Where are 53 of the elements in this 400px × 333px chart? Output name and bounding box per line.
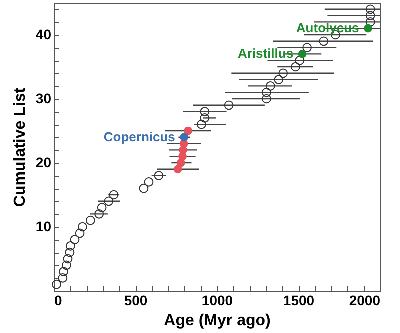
point [66, 242, 76, 251]
y-tick-label: 30 [36, 90, 52, 106]
x-tick-label: 1500 [283, 292, 315, 308]
point [295, 56, 305, 66]
y-tick-label: 40 [36, 26, 52, 42]
x-tick-label: 0 [54, 292, 62, 308]
point [298, 50, 307, 58]
point [86, 216, 96, 226]
point [65, 248, 75, 258]
point [52, 280, 62, 290]
series-label: Copernicus [104, 129, 176, 144]
point [274, 75, 284, 84]
point [200, 114, 210, 123]
point [180, 133, 189, 142]
y-tick-label: 10 [36, 218, 52, 234]
point [319, 36, 329, 46]
point [184, 126, 192, 136]
point [278, 68, 288, 78]
x-tick-label: 2000 [349, 292, 381, 308]
point [200, 107, 210, 116]
x-tick-label: 1000 [202, 292, 234, 308]
point [364, 24, 372, 33]
x-tick-label: 500 [124, 292, 148, 308]
point [366, 18, 376, 27]
point [59, 267, 68, 276]
point [97, 203, 107, 212]
point [75, 228, 85, 238]
point [144, 178, 154, 187]
series-label: Aristillus [238, 46, 294, 62]
point [109, 190, 119, 200]
point [63, 254, 73, 264]
point [58, 274, 68, 283]
point [139, 184, 149, 194]
point [174, 165, 182, 174]
point [224, 100, 234, 110]
y-tick-label: 20 [36, 154, 52, 170]
point [62, 260, 72, 270]
point [154, 171, 164, 180]
x-axis-title: Age (Myr ago) [164, 312, 271, 330]
point [366, 4, 376, 14]
y-axis-title: Cumulative List [12, 87, 29, 208]
point [196, 120, 206, 130]
point [262, 88, 272, 98]
point [366, 11, 376, 20]
point [70, 235, 80, 244]
point [262, 94, 272, 104]
series-label: Autolycus [296, 20, 360, 36]
point [266, 82, 276, 91]
point [104, 196, 114, 206]
point [302, 43, 312, 52]
point [78, 222, 88, 232]
point [94, 210, 104, 219]
point [291, 62, 300, 72]
